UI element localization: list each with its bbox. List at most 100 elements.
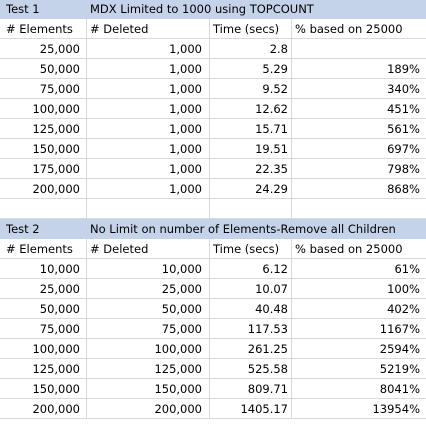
test1-data-cell[interactable]: 1,000 (87, 119, 210, 139)
test2-title-row: Test 2 No Limit on number of Elements-Rem… (0, 219, 426, 239)
table-row: 75,000 75,000 117.53 1167% (0, 319, 426, 339)
test1-header-cell[interactable]: # Elements (0, 19, 87, 39)
table-row: 125,000 125,000 525.58 5219% (0, 359, 426, 379)
test1-data-cell[interactable]: 5.29 (210, 59, 292, 79)
test1-data-cell[interactable]: 340% (292, 79, 426, 99)
test1-header-cell[interactable]: # Deleted (87, 19, 210, 39)
test2-data-cell[interactable]: 10.07 (210, 279, 292, 299)
test1-data-cell[interactable]: 9.52 (210, 79, 292, 99)
test1-data-cell[interactable]: 868% (292, 179, 426, 199)
test1-data-cell[interactable]: 451% (292, 99, 426, 119)
test1-data-cell[interactable]: 189% (292, 59, 426, 79)
test2-data-cell[interactable]: 150,000 (87, 379, 210, 399)
empty-cell[interactable] (87, 199, 210, 219)
test1-data-cell[interactable]: 1,000 (87, 39, 210, 59)
empty-cell[interactable] (0, 199, 87, 219)
table-row: 50,000 50,000 40.48 402% (0, 299, 426, 319)
test1-label-cell[interactable]: Test 1 (0, 0, 87, 19)
test2-data-cell[interactable]: 525.58 (210, 359, 292, 379)
test1-data-cell[interactable]: 1,000 (87, 139, 210, 159)
test2-header-row: # Elements # Deleted Time (secs)% based on… (0, 239, 426, 259)
test1-data-cell[interactable]: 22.35 (210, 159, 292, 179)
test1-data-cell[interactable]: 561% (292, 119, 426, 139)
test2-data-cell[interactable]: 402% (292, 299, 426, 319)
empty-cell[interactable] (210, 199, 292, 219)
blank-row (0, 199, 426, 219)
table-row: 25,000 1,000 2.8 (0, 39, 426, 59)
test2-data-cell[interactable]: 61% (292, 259, 426, 279)
test2-data-cell[interactable]: 75,000 (0, 319, 87, 339)
test2-data-cell[interactable]: 6.12 (210, 259, 292, 279)
test2-data-cell[interactable]: 150,000 (0, 379, 87, 399)
test1-header-cell[interactable]: Time (secs) (210, 19, 292, 39)
test1-data-cell[interactable]: 24.29 (210, 179, 292, 199)
test2-data-cell[interactable]: 261.25 (210, 339, 292, 359)
test2-data-cell[interactable]: 50,000 (87, 299, 210, 319)
test1-data-cell[interactable]: 50,000 (0, 59, 87, 79)
test1-data-cell[interactable]: 1,000 (87, 179, 210, 199)
test1-data-cell[interactable]: 1,000 (87, 59, 210, 79)
test1-header-cell[interactable]: % based on 25000 (292, 19, 426, 39)
test2-data-cell[interactable]: 2594% (292, 339, 426, 359)
test2-label-cell[interactable]: Test 2 (0, 219, 87, 239)
test1-data-cell[interactable]: 1,000 (87, 79, 210, 99)
test1-header-row: # Elements # Deleted Time (secs)% based on… (0, 19, 426, 39)
test2-data-cell[interactable]: 125,000 (87, 359, 210, 379)
test2-data-cell[interactable]: 125,000 (0, 359, 87, 379)
test2-data-cell[interactable]: 10,000 (0, 259, 87, 279)
test1-data-cell[interactable]: 100,000 (0, 99, 87, 119)
test2-data-cell[interactable]: 809.71 (210, 379, 292, 399)
test2-data-cell[interactable]: 117.53 (210, 319, 292, 339)
table-row: 175,000 1,000 22.35 798% (0, 159, 426, 179)
test2-header-cell[interactable]: # Elements (0, 239, 87, 259)
test1-data-cell[interactable]: 2.8 (210, 39, 292, 59)
empty-cell[interactable] (292, 199, 426, 219)
table-row: 150,000 1,000 19.51 697% (0, 139, 426, 159)
test2-data-cell[interactable]: 1405.17 (210, 399, 292, 419)
test1-data-cell[interactable]: 19.51 (210, 139, 292, 159)
test1-data-cell[interactable]: 798% (292, 159, 426, 179)
test2-data-cell[interactable]: 10,000 (87, 259, 210, 279)
test2-data-cell[interactable]: 100,000 (0, 339, 87, 359)
test2-data-cell[interactable]: 25,000 (87, 279, 210, 299)
test2-data-cell[interactable]: 100% (292, 279, 426, 299)
table-row: 75,000 1,000 9.52 340% (0, 79, 426, 99)
table-row: 50,000 1,000 5.29 189% (0, 59, 426, 79)
test2-data-cell[interactable]: 1167% (292, 319, 426, 339)
test2-data-cell[interactable]: 5219% (292, 359, 426, 379)
test1-data-cell[interactable]: 175,000 (0, 159, 87, 179)
table-row: 25,000 25,000 10.07 100% (0, 279, 426, 299)
table-row: 100,000 100,000 261.25 2594% (0, 339, 426, 359)
test1-data-cell[interactable]: 200,000 (0, 179, 87, 199)
test2-data-cell[interactable]: 13954% (292, 399, 426, 419)
test2-data-cell[interactable]: 200,000 (87, 399, 210, 419)
test1-data-cell[interactable]: 1,000 (87, 159, 210, 179)
test2-data-cell[interactable]: 25,000 (0, 279, 87, 299)
table-row: 150,000 150,000 809.71 8041% (0, 379, 426, 399)
test2-data-cell[interactable]: 50,000 (0, 299, 87, 319)
test2-data-cell[interactable]: 200,000 (0, 399, 87, 419)
test1-data-cell[interactable]: 150,000 (0, 139, 87, 159)
test2-data-cell[interactable]: 40.48 (210, 299, 292, 319)
test1-data-cell[interactable] (292, 39, 426, 59)
test2-data-cell[interactable]: 75,000 (87, 319, 210, 339)
test2-data-cell[interactable]: 8041% (292, 379, 426, 399)
test1-data-cell[interactable]: 15.71 (210, 119, 292, 139)
test2-header-cell[interactable]: % based on 25000 (292, 239, 426, 259)
test1-data-cell[interactable]: 1,000 (87, 99, 210, 119)
test2-data-cell[interactable]: 100,000 (87, 339, 210, 359)
table-row: 125,000 1,000 15.71 561% (0, 119, 426, 139)
test1-title: MDX Limited to 1000 using TOPCOUNT (90, 2, 314, 16)
table-row: 200,000 1,000 24.29 868% (0, 179, 426, 199)
test1-data-cell[interactable]: 75,000 (0, 79, 87, 99)
test1-data-cell[interactable]: 697% (292, 139, 426, 159)
test1-title-row: Test 1 MDX Limited to 1000 using TOPCOUNT (0, 0, 426, 19)
test2-title: No Limit on number of Elements-Remove al… (90, 222, 396, 236)
test1-data-cell[interactable]: 25,000 (0, 39, 87, 59)
test1-data-cell[interactable]: 125,000 (0, 119, 87, 139)
table-row: 100,000 1,000 12.62 451% (0, 99, 426, 119)
test2-header-cell[interactable]: Time (secs) (210, 239, 292, 259)
test2-header-cell[interactable]: # Deleted (87, 239, 210, 259)
test1-data-cell[interactable]: 12.62 (210, 99, 292, 119)
